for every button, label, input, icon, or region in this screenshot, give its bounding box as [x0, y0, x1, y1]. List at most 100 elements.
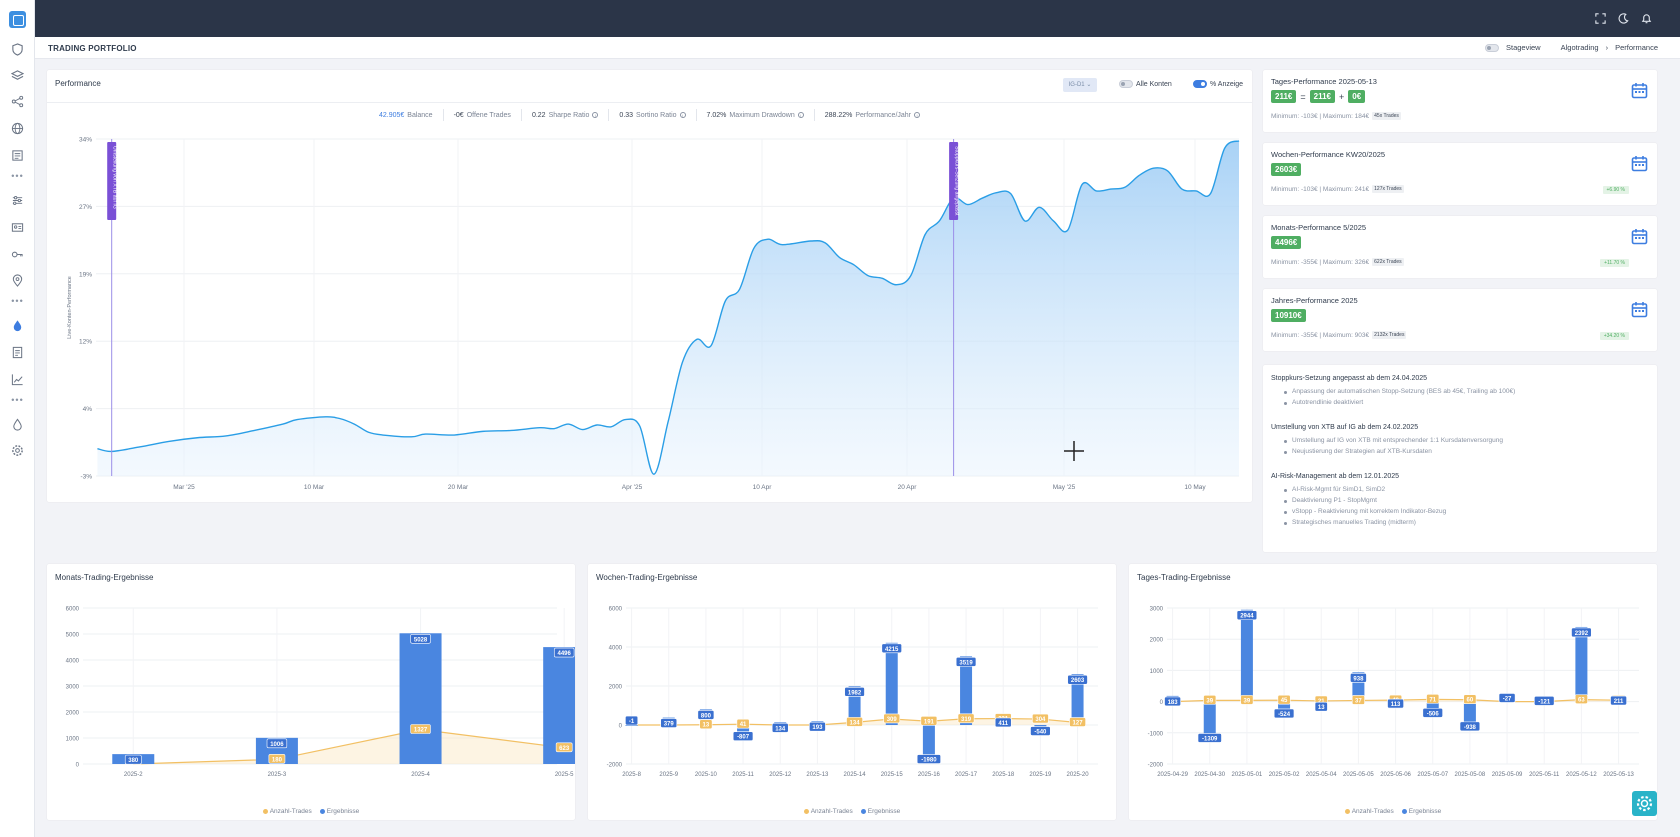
data-label: 623: [559, 746, 570, 752]
note-item: Umstellung auf IG von XTB mit entspreche…: [1284, 437, 1503, 444]
data-label: 319: [961, 717, 972, 723]
info-icon[interactable]: i: [592, 112, 599, 118]
data-label-bg: [771, 723, 789, 733]
kpi-title: Jahres-Performance 2025: [1271, 296, 1358, 305]
x-tick-label: 2025-9: [659, 772, 678, 778]
percent-display-toggle[interactable]: % Anzeige: [1193, 80, 1243, 88]
result-bar[interactable]: [625, 725, 638, 726]
fullscreen-icon[interactable]: [1594, 12, 1607, 25]
y-tick-label: 4000: [66, 659, 80, 665]
weekly-results-card: Wochen-Trading-Ergebnisse -2000 0 2000 4000…: [588, 564, 1116, 820]
x-tick-label: 2025-13: [806, 772, 829, 778]
result-bar[interactable]: [1575, 626, 1588, 702]
all-accounts-toggle[interactable]: Alle Konten: [1119, 80, 1172, 88]
data-label-bg: [1498, 693, 1516, 703]
all-accounts-switch[interactable]: [1119, 80, 1133, 88]
account-select[interactable]: IG-D1 ⌄: [1063, 78, 1097, 92]
stat-value: 0.33: [619, 111, 634, 119]
result-bar[interactable]: [1240, 609, 1253, 702]
data-label: 304: [1035, 717, 1046, 723]
data-label: 45: [1281, 698, 1288, 704]
result-bar[interactable]: [922, 725, 935, 764]
sidebar: ••• ••• •••: [0, 0, 35, 837]
data-label: 309: [887, 717, 898, 723]
result-bar[interactable]: [885, 642, 898, 725]
stageview-toggle[interactable]: [1485, 43, 1499, 52]
trades-count-badge: 2132x Trades: [1372, 331, 1407, 339]
y-tick-label: -1000: [1148, 731, 1164, 737]
network-icon[interactable]: [11, 95, 24, 108]
info-icon[interactable]: i: [797, 112, 804, 118]
performance-line[interactable]: [97, 140, 1240, 475]
data-label: 39: [1244, 698, 1251, 704]
settings-fab-button[interactable]: [1632, 791, 1657, 816]
x-tick-label: Mar '25: [173, 484, 195, 491]
chart-line-icon[interactable]: [11, 373, 24, 386]
location-icon[interactable]: [11, 274, 24, 287]
calendar-icon[interactable]: [1631, 82, 1648, 99]
globe-icon[interactable]: [11, 122, 24, 135]
x-tick-label: 2025-05-05: [1343, 772, 1374, 778]
annotation-label-bg[interactable]: [949, 142, 959, 220]
trades-count-badge: 127x Trades: [1372, 185, 1404, 193]
legend-results[interactable]: Ergebnisse: [1401, 808, 1441, 815]
key-icon[interactable]: [11, 248, 24, 261]
kpi-minmax: Minimum: -355€ | Maximum: 903€ 2132x Trad…: [1271, 331, 1407, 339]
x-tick-label: 2025-05-11: [1529, 772, 1560, 778]
moon-icon[interactable]: [1617, 12, 1630, 25]
y-axis-label: Live-Konten-Performance: [67, 276, 73, 339]
stat-item: 7.02% Maximum Drawdown i: [697, 109, 815, 121]
result-bar[interactable]: [399, 633, 442, 764]
layers-icon[interactable]: [11, 69, 24, 82]
result-bar[interactable]: [960, 656, 973, 725]
data-label-bg: [916, 754, 941, 764]
data-label-bg: [1067, 674, 1088, 685]
y-tick-label: 0: [619, 724, 623, 730]
legend-trades[interactable]: Anzahl-Trades: [262, 808, 312, 815]
info-icon[interactable]: i: [914, 112, 921, 118]
calendar-icon[interactable]: [1631, 228, 1648, 245]
data-label-bg: [1610, 695, 1627, 706]
report-icon[interactable]: [11, 346, 24, 359]
legend-results[interactable]: Ergebnisse: [319, 808, 359, 815]
bell-icon[interactable]: [1640, 12, 1653, 25]
app-logo[interactable]: [9, 11, 26, 28]
legend-trades[interactable]: Anzahl-Trades: [1344, 808, 1394, 815]
calendar-icon[interactable]: [1631, 155, 1648, 172]
news-icon[interactable]: [11, 149, 24, 162]
breadcrumb-item[interactable]: Algotrading: [1560, 43, 1599, 52]
y-tick-label: 0: [76, 763, 80, 769]
x-tick-label: 2025-05-02: [1269, 772, 1300, 778]
percent-badge: +34.20 %: [1599, 332, 1629, 340]
result-bar[interactable]: [1071, 674, 1084, 725]
result-bar[interactable]: [1203, 701, 1216, 743]
x-tick-label: 2025-20: [1067, 772, 1090, 778]
id-card-icon[interactable]: [11, 221, 24, 234]
trades-count-badge: 45x Trades: [1372, 112, 1401, 120]
annotation-label-bg[interactable]: [107, 142, 117, 220]
drop-icon[interactable]: [11, 319, 24, 332]
sliders-icon[interactable]: [11, 194, 24, 207]
kpi-main-value: 10910€: [1271, 309, 1306, 322]
kpi-card: Tages-Performance 2025-05-13 211€ = 211€ +0€…: [1263, 70, 1657, 132]
percent-display-switch[interactable]: [1193, 80, 1207, 88]
stat-label: Performance/Jahr: [855, 111, 912, 119]
x-tick-label: 2025-05-07: [1417, 772, 1448, 778]
legend-results[interactable]: Ergebnisse: [860, 808, 900, 815]
legend-trades[interactable]: Anzahl-Trades: [803, 808, 853, 815]
data-label: -121: [1538, 699, 1551, 705]
more-dots-icon: •••: [11, 296, 24, 306]
gear-icon[interactable]: [11, 444, 24, 457]
chart-legend: Anzahl-Trades Ergebnisse: [588, 808, 1116, 815]
shield-icon[interactable]: [11, 43, 24, 56]
kpi-minmax-text: Minimum: -355€ | Maximum: 903€: [1271, 331, 1370, 339]
calendar-icon[interactable]: [1631, 301, 1648, 318]
divider: [47, 102, 1252, 103]
data-label-bg: [1164, 696, 1181, 707]
water-icon[interactable]: [11, 418, 24, 431]
x-tick-label: 2025-05-04: [1306, 772, 1337, 778]
topbar: [35, 0, 1680, 37]
data-label-bg: [1426, 694, 1440, 704]
daily-results-card: Tages-Trading-Ergebnisse -2000 -1000 0 1000…: [1129, 564, 1657, 820]
info-icon[interactable]: i: [679, 112, 686, 118]
